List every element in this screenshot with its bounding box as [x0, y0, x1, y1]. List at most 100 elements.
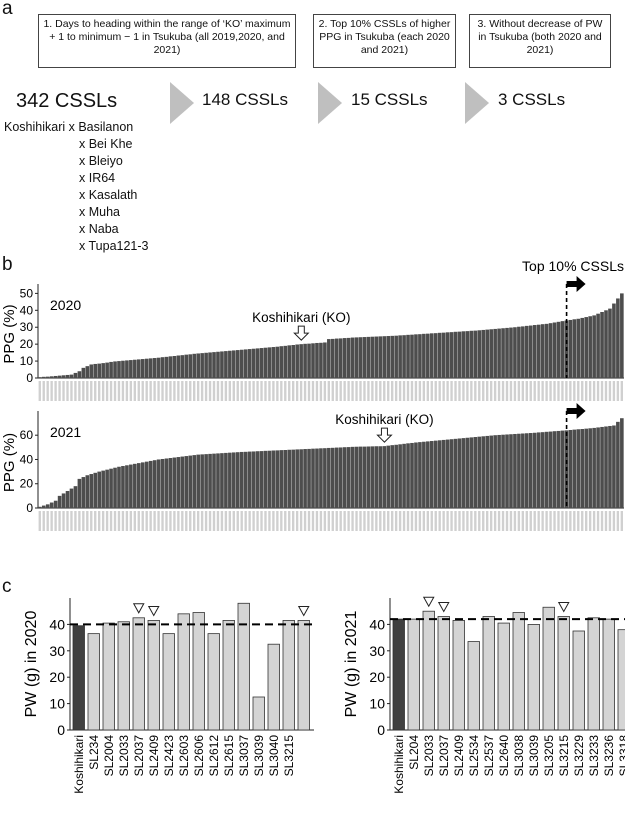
line-label-strip-0	[501, 381, 505, 401]
ppg-bar-0	[148, 358, 153, 378]
line-label-strip-1	[42, 511, 45, 531]
line-label-strip-0	[327, 381, 330, 401]
line-label-strip-1	[94, 511, 97, 531]
ppg-bar-0	[77, 371, 82, 378]
pw-category-label-1: SL3236	[602, 735, 616, 777]
pw-y-tick-label-1: 10	[369, 696, 385, 712]
ppg-bar-1	[536, 432, 541, 508]
line-label-strip-1	[565, 511, 568, 531]
ppg-bar-0	[441, 332, 446, 378]
line-label-strip-0	[426, 381, 429, 401]
pw-y-tick-label-1: 30	[369, 643, 385, 659]
line-label-strip-0	[458, 381, 461, 401]
ppg-bar-1	[338, 447, 343, 508]
line-label-strip-1	[54, 511, 57, 531]
line-label-strip-1	[387, 511, 390, 531]
line-label-strip-1	[248, 511, 251, 531]
line-label-strip-1	[121, 511, 125, 531]
y-tick-label-0: 50	[20, 286, 34, 300]
ko-label-1: Koshihikari (KO)	[335, 412, 433, 427]
line-label-strip-1	[343, 511, 346, 531]
line-label-strip-0	[70, 381, 73, 401]
y-tick-label-0: 20	[20, 337, 34, 351]
line-label-strip-0	[311, 381, 315, 401]
line-label-strip-1	[466, 511, 469, 531]
line-label-strip-0	[113, 381, 117, 401]
y-tick-label-1: 40	[20, 452, 34, 466]
ppg-bar-1	[616, 421, 620, 508]
ppg-bar-0	[505, 327, 509, 378]
line-label-strip-0	[315, 381, 319, 401]
pw-bar-1	[617, 629, 625, 731]
pw-bar-1	[422, 610, 435, 731]
ppg-bar-1	[556, 430, 561, 508]
pw-y-tick-label-1: 0	[377, 722, 385, 738]
ppg-bar-1	[366, 446, 371, 508]
line-label-strip-0	[248, 381, 251, 401]
ppg-bar-1	[410, 442, 414, 508]
ppg-bar-1	[331, 447, 335, 508]
line-label-strip-1	[97, 511, 101, 531]
ppg-bar-1	[73, 486, 78, 508]
line-label-strip-1	[169, 511, 172, 531]
line-label-strip-0	[422, 381, 426, 401]
ppg-bar-1	[600, 426, 604, 508]
line-label-strip-0	[454, 381, 457, 401]
line-label-strip-1	[482, 511, 485, 531]
line-label-strip-0	[145, 381, 148, 401]
line-label-strip-0	[398, 381, 402, 401]
ppg-bar-0	[89, 364, 94, 378]
line-label-strip-0	[466, 381, 469, 401]
line-label-strip-1	[493, 511, 497, 531]
line-label-strip-0	[169, 381, 172, 401]
ppg-bar-0	[61, 375, 66, 378]
line-label-strip-0	[240, 381, 243, 401]
donor-tupa121-3: x Tupa121-3	[79, 239, 149, 253]
y-tick-label-1: 60	[20, 428, 34, 442]
line-label-strip-1	[379, 511, 382, 531]
ppg-bar-0	[457, 331, 462, 378]
chevron-icon-2	[318, 82, 342, 124]
line-label-strip-0	[545, 381, 548, 401]
line-label-strip-1	[438, 511, 441, 531]
pw-category-label-1: SL3229	[572, 735, 586, 777]
ppg-bar-0	[560, 321, 565, 378]
ppg-bar-1	[255, 451, 260, 508]
ppg-bar-1	[105, 469, 109, 508]
line-label-strip-1	[513, 511, 517, 531]
ppg-bar-0	[600, 312, 604, 378]
line-label-strip-1	[509, 511, 513, 531]
pw-category-label-0: SL2606	[192, 735, 206, 777]
line-label-strip-0	[228, 381, 232, 401]
line-label-strip-0	[42, 381, 45, 401]
ppg-bar-0	[370, 336, 375, 378]
ppg-bar-1	[208, 453, 212, 508]
ppg-bar-1	[390, 445, 395, 508]
ppg-bar-0	[136, 359, 141, 378]
ppg-bar-0	[536, 324, 541, 378]
line-label-strip-0	[50, 381, 53, 401]
line-label-strip-1	[525, 511, 528, 531]
ppg-bar-0	[259, 348, 264, 378]
line-label-strip-1	[70, 511, 73, 531]
chevron-icon-1	[170, 82, 194, 124]
line-label-strip-1	[161, 511, 164, 531]
selected-triangle-icon	[297, 605, 310, 617]
line-label-strip-1	[371, 511, 374, 531]
ppg-bar-1	[596, 427, 600, 508]
ppg-bar-0	[164, 356, 169, 378]
pw-y-tick-label-0: 40	[49, 616, 65, 632]
ppg-bar-1	[45, 504, 50, 508]
pw-category-label-0: SL3039	[252, 735, 266, 777]
chevron-icon-3	[465, 82, 489, 124]
line-label-strip-1	[272, 511, 275, 531]
donor-ir64: x IR64	[79, 171, 116, 185]
ppg-bar-1	[612, 425, 616, 508]
pw-bar-1	[437, 616, 450, 731]
ppg-bar-0	[243, 349, 248, 378]
pw-bar-1	[587, 617, 600, 731]
ppg-bar-1	[176, 457, 181, 508]
line-label-strip-1	[585, 511, 588, 531]
line-label-strip-1	[553, 511, 556, 531]
ppg-bar-1	[188, 455, 193, 508]
